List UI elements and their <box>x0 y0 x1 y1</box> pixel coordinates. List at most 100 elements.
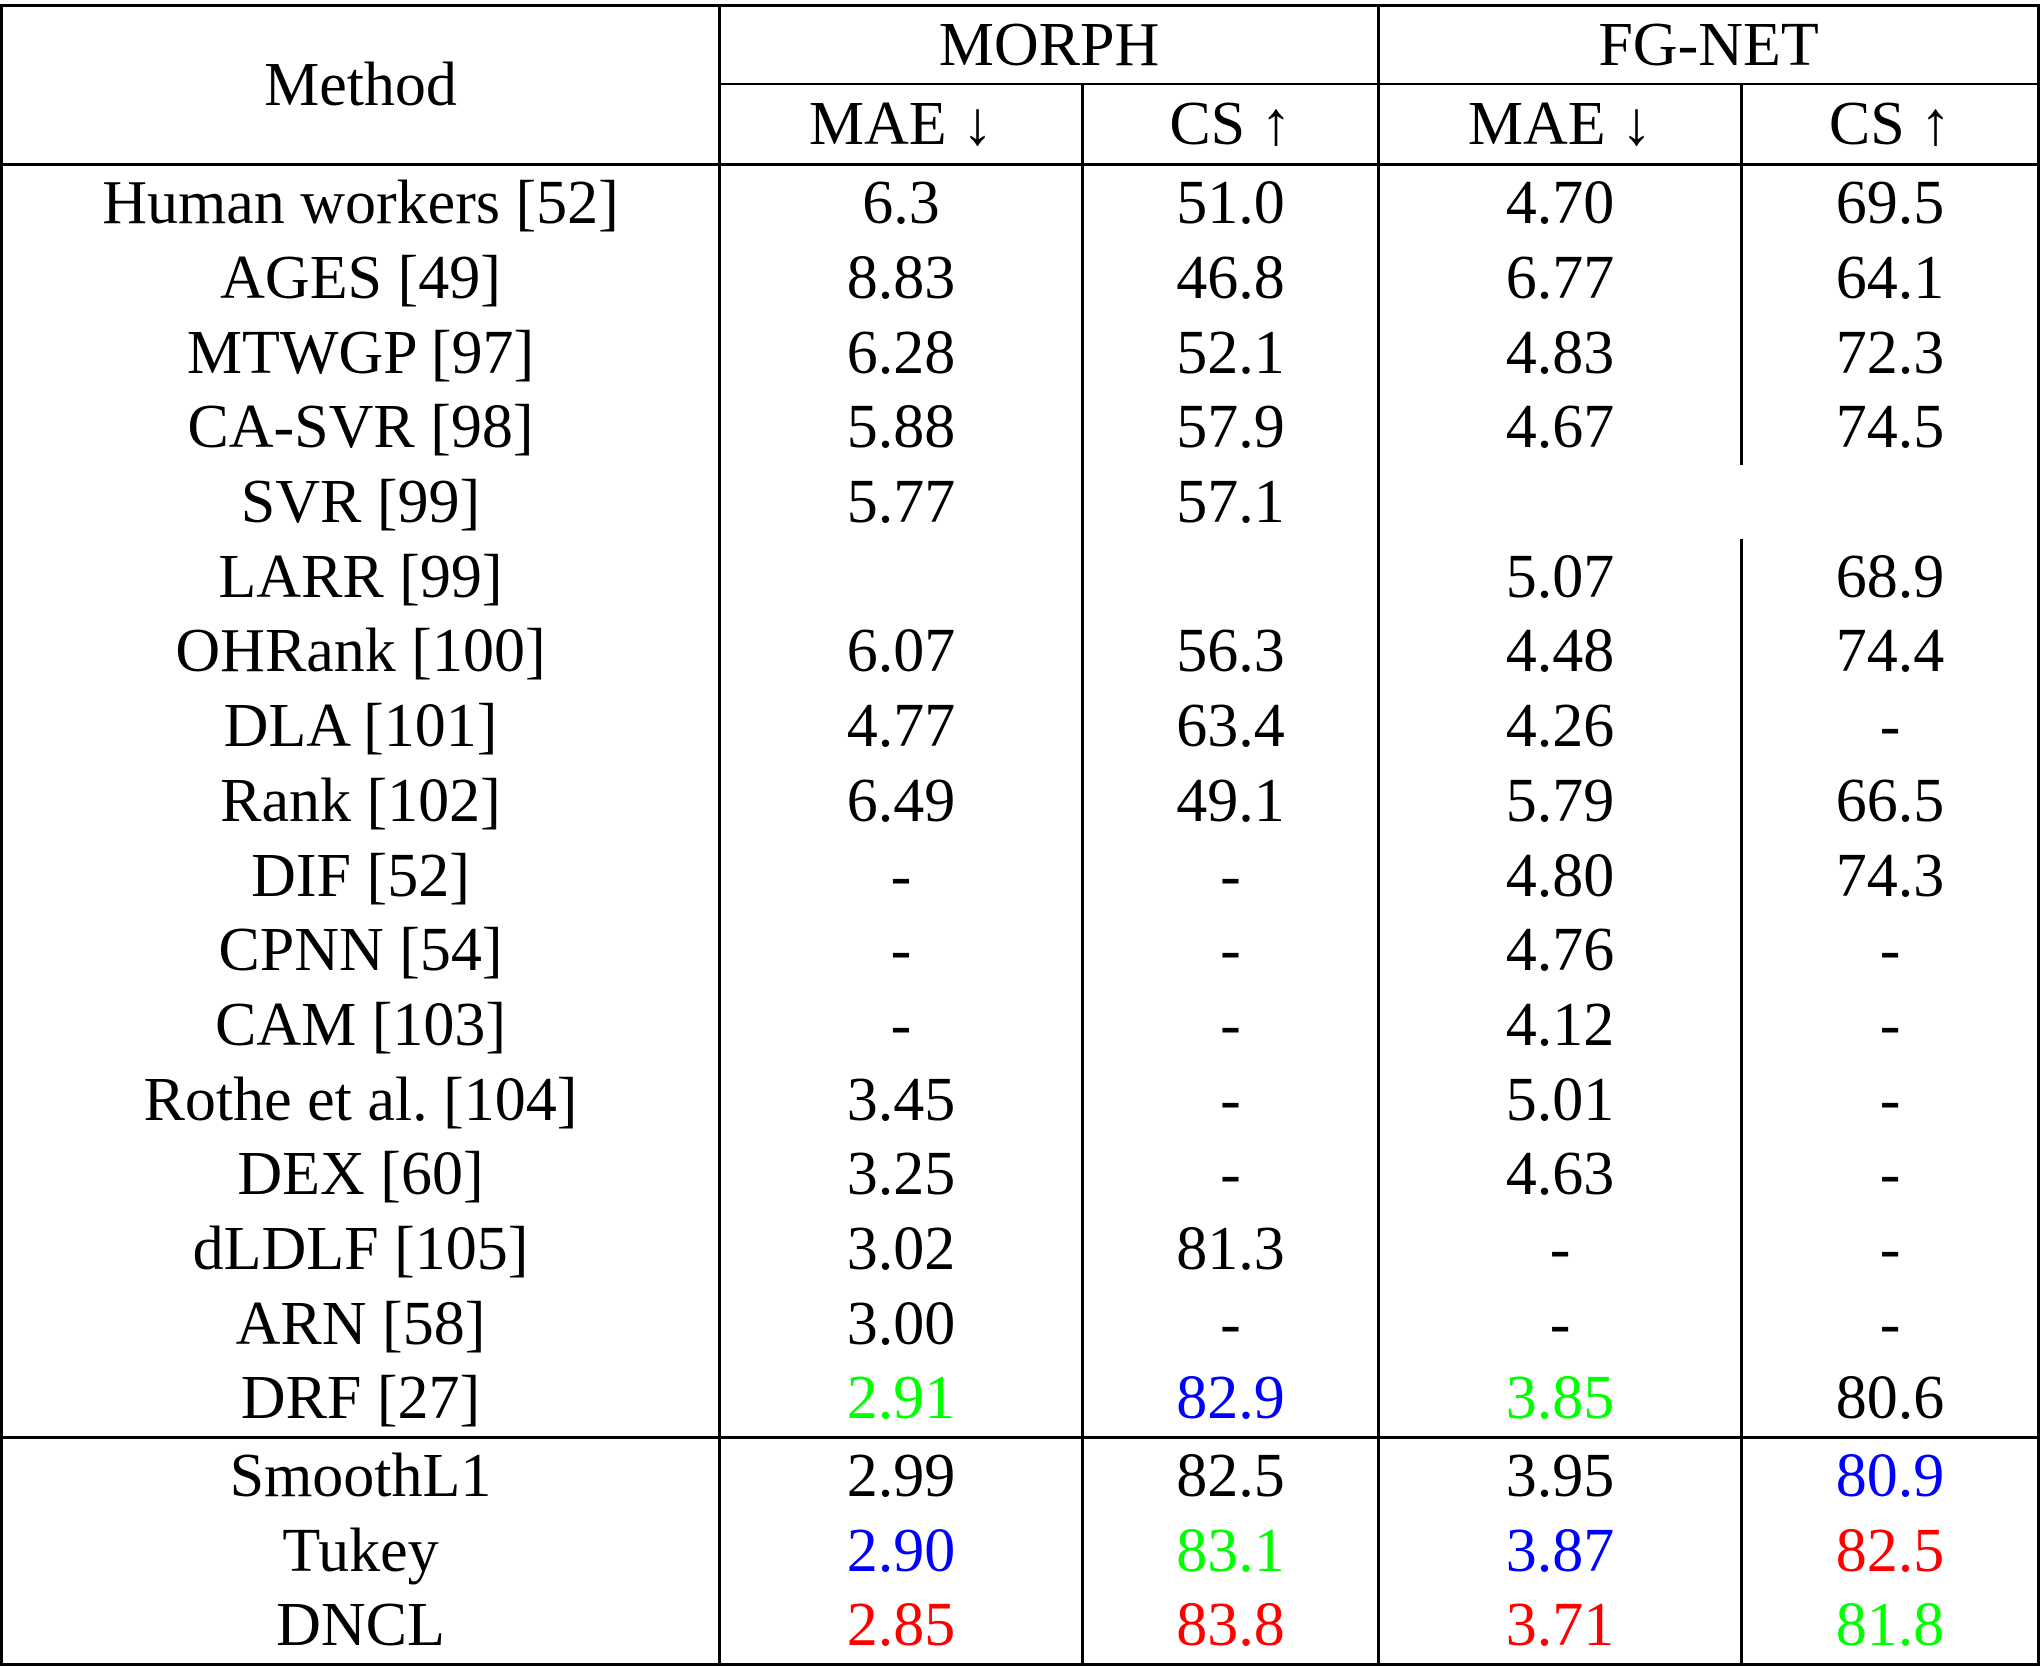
fgnet-mae-cell: 5.01 <box>1377 1062 1742 1137</box>
method-cell: Tukey <box>0 1513 720 1589</box>
fgnet-mae-cell: 5.79 <box>1377 763 1742 839</box>
table-row: DRF [27] 2.91 82.9 3.85 80.6 <box>0 1361 2041 1438</box>
fgnet-mae-cell: 4.63 <box>1377 1136 1742 1212</box>
morph-mae-cell: 4.77 <box>718 688 1083 764</box>
fgnet-cs-cell: 74.3 <box>1740 838 2041 913</box>
fgnet-cs-cell: - <box>1740 1136 2041 1212</box>
method-cell: SmoothL1 <box>0 1435 720 1514</box>
fgnet-cs-cell: - <box>1740 1211 2041 1287</box>
morph-cs-cell: - <box>1080 987 1379 1063</box>
method-cell: DRF [27] <box>0 1361 720 1438</box>
morph-cs-cell: 82.9 <box>1080 1361 1379 1438</box>
method-cell: dLDLF [105] <box>0 1211 720 1287</box>
header-row-metrics: MAE ↓ CS ↑ MAE ↓ CS ↑ <box>2 84 2041 166</box>
table-row: SmoothL1 2.99 82.5 3.95 80.9 <box>0 1435 2041 1514</box>
fgnet-cs-cell: - <box>1740 912 2041 988</box>
method-cell: Rothe et al. [104] <box>0 1062 720 1137</box>
morph-cs-cell: - <box>1080 1136 1379 1212</box>
fgnet-mae-cell: 4.80 <box>1377 838 1742 913</box>
fgnet-cs-cell: 82.5 <box>1740 1513 2041 1589</box>
table-row: DLA [101] 4.77 63.4 4.26- <box>0 688 2041 764</box>
fgnet-mae-cell <box>1377 464 1742 540</box>
fgnet-cs-cell: 66.5 <box>1740 763 2041 839</box>
morph-mae-cell: 6.28 <box>718 315 1083 391</box>
morph-mae-cell: 3.25 <box>718 1136 1083 1212</box>
table-row: ARN [58] 3.00- - - <box>0 1286 2041 1361</box>
fgnet-mae-cell: - <box>1377 1286 1742 1361</box>
fgnet-group-header: FG-NET <box>1377 4 2041 85</box>
fgnet-cs-cell: 74.4 <box>1740 614 2041 689</box>
fgnet-cs-cell: - <box>1740 1062 2041 1137</box>
morph-cs-cell: 63.4 <box>1080 688 1379 764</box>
morph-mae-cell: 3.45 <box>718 1062 1083 1137</box>
fgnet-cs-cell: 81.8 <box>1740 1588 2041 1666</box>
table-row: DIF [52] - -4.80 74.3 <box>0 838 2041 913</box>
table-row: Rank [102] 6.49 49.1 5.79 66.5 <box>0 763 2041 839</box>
table-row: DEX [60] 3.25-4.63- <box>0 1136 2041 1212</box>
morph-cs-header: CS ↑ <box>1080 84 1379 166</box>
fgnet-cs-cell: - <box>1740 987 2041 1063</box>
morph-cs-cell: 81.3 <box>1080 1211 1379 1287</box>
fgnet-cs-header: CS ↑ <box>1740 84 2041 166</box>
fgnet-cs-cell: - <box>1740 1286 2041 1361</box>
fgnet-mae-cell: 4.70 <box>1377 164 1742 241</box>
method-cell: Rank [102] <box>0 763 720 839</box>
header-row-groups: Method MORPH FG-NET <box>0 4 2041 166</box>
results-table: Method MORPH FG-NET MAE ↓ CS ↑ MAE ↓ CS … <box>0 4 2041 1666</box>
table-row: MTWGP [97] 6.28 52.1 4.83 72.3 <box>0 315 2041 391</box>
table-row: AGES [49] 8.83 46.8 6.77 64.1 <box>0 240 2041 316</box>
table-row: LARR [99] 5.07 68.9 <box>0 539 2041 615</box>
morph-cs-cell: 52.1 <box>1080 315 1379 391</box>
morph-cs-cell: - <box>1080 912 1379 988</box>
method-cell: OHRank [100] <box>0 614 720 689</box>
method-cell: DEX [60] <box>0 1136 720 1212</box>
morph-cs-cell: 46.8 <box>1080 240 1379 316</box>
fgnet-mae-cell: 3.95 <box>1377 1435 1742 1514</box>
fgnet-cs-cell: 64.1 <box>1740 240 2041 316</box>
method-cell: LARR [99] <box>0 539 720 615</box>
morph-mae-cell: 3.02 <box>718 1211 1083 1287</box>
table-row: CA-SVR [98] 5.88 57.9 4.67 74.5 <box>0 390 2041 465</box>
morph-mae-cell: 8.83 <box>718 240 1083 316</box>
fgnet-cs-cell: 69.5 <box>1740 164 2041 241</box>
fgnet-mae-cell: 3.87 <box>1377 1513 1742 1589</box>
morph-cs-cell: - <box>1080 1062 1379 1137</box>
method-cell: CA-SVR [98] <box>0 390 720 465</box>
morph-group-header: MORPH <box>717 4 1379 85</box>
fgnet-mae-cell: 4.76 <box>1377 912 1742 988</box>
method-cell: AGES [49] <box>0 240 720 316</box>
morph-mae-cell: - <box>718 912 1083 988</box>
morph-mae-cell: 2.91 <box>718 1361 1083 1438</box>
morph-mae-cell: 3.00 <box>718 1286 1083 1361</box>
morph-mae-cell: 2.90 <box>718 1513 1083 1589</box>
fgnet-mae-cell: 4.26 <box>1377 688 1742 764</box>
morph-mae-cell: 6.49 <box>718 763 1083 839</box>
fgnet-mae-cell: 4.48 <box>1377 614 1742 689</box>
method-cell: ARN [58] <box>0 1286 720 1361</box>
fgnet-mae-cell: 4.12 <box>1377 987 1742 1063</box>
morph-cs-cell: - <box>1080 838 1379 913</box>
table-row: Rothe et al. [104] 3.45-5.01- <box>0 1062 2041 1137</box>
method-header: Method <box>0 4 720 166</box>
morph-cs-cell: 57.1 <box>1080 464 1379 540</box>
morph-mae-cell: - <box>718 838 1083 913</box>
fgnet-cs-cell: 74.5 <box>1740 390 2041 465</box>
method-cell: MTWGP [97] <box>0 315 720 391</box>
morph-mae-cell <box>718 539 1083 615</box>
fgnet-mae-cell: 3.71 <box>1377 1588 1742 1666</box>
table-row: dLDLF [105] 3.02 81.3- - <box>0 1211 2041 1287</box>
table-row: CPNN [54] - -4.76- <box>0 912 2041 988</box>
morph-mae-cell: 2.99 <box>718 1435 1083 1514</box>
morph-cs-cell: 82.5 <box>1080 1435 1379 1514</box>
method-cell: CPNN [54] <box>0 912 720 988</box>
morph-mae-cell: 6.07 <box>718 614 1083 689</box>
fgnet-cs-cell: 68.9 <box>1740 539 2041 615</box>
morph-mae-cell: - <box>718 987 1083 1063</box>
table-row: Human workers [52] 6.3 51.0 4.70 69.5 <box>0 164 2041 241</box>
morph-mae-cell: 2.85 <box>718 1588 1083 1666</box>
morph-cs-cell <box>1080 539 1379 615</box>
morph-cs-cell: 49.1 <box>1080 763 1379 839</box>
fgnet-cs-cell: 80.6 <box>1740 1361 2041 1438</box>
table-row: Tukey 2.90 83.1 3.87 82.5 <box>0 1513 2041 1589</box>
fgnet-mae-cell: 3.85 <box>1377 1361 1742 1438</box>
